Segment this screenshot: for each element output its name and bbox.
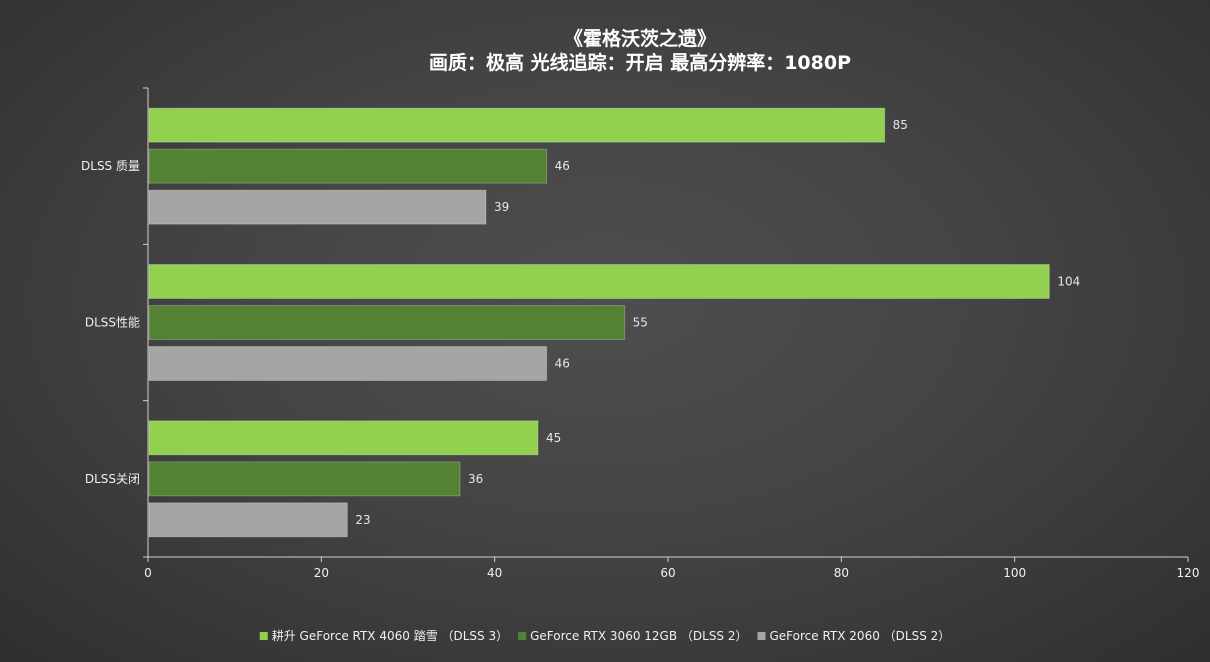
- data-label: 104: [1057, 275, 1080, 289]
- x-tick-label: 40: [487, 566, 502, 580]
- data-label: 46: [555, 357, 570, 371]
- category-label: DLSS 质量: [81, 159, 140, 173]
- bar: [148, 264, 1050, 299]
- data-label: 23: [355, 513, 370, 527]
- bar: [148, 502, 348, 538]
- bar: [148, 346, 548, 381]
- category-label: DLSS性能: [85, 316, 140, 330]
- data-label: 45: [546, 431, 561, 445]
- plot-area: DLSS 质量 85 46 39 DLSS性能 104 55 46 DLSS关闭 45 36 23 0 2…: [81, 87, 1200, 580]
- x-tick-label: 20: [314, 566, 329, 580]
- bar: [148, 305, 626, 340]
- legend: 耕升 GeForce RTX 4060 踏雪 （DLSS 3） GeForce R…: [259, 628, 951, 643]
- bar: [148, 148, 548, 184]
- data-label: 39: [494, 200, 509, 214]
- chart-title: 《霍格沃茨之遗》: [564, 27, 716, 50]
- legend-swatch: [259, 632, 268, 640]
- legend-item-label: GeForce RTX 3060 12GB （DLSS 2）: [530, 629, 747, 643]
- bar: [148, 461, 461, 497]
- x-tick-label: 120: [1177, 566, 1200, 580]
- bar: [148, 107, 886, 143]
- legend-item-label: 耕升 GeForce RTX 4060 踏雪 （DLSS 3）: [272, 628, 508, 643]
- legend-item-label: GeForce RTX 2060 （DLSS 2）: [770, 629, 951, 643]
- data-label: 55: [633, 316, 648, 330]
- data-label: 46: [555, 159, 570, 173]
- data-label: 36: [468, 472, 483, 486]
- category-label: DLSS关闭: [85, 472, 140, 486]
- x-tick-label: 0: [144, 566, 152, 580]
- x-tick-label: 80: [834, 566, 849, 580]
- x-tick-label: 60: [660, 566, 675, 580]
- x-tick-label: 100: [1003, 566, 1026, 580]
- chart-subtitle: 画质：极高 光线追踪：开启 最高分辨率：1080P: [429, 51, 851, 74]
- legend-swatch: [757, 632, 766, 640]
- data-label: 85: [893, 118, 908, 132]
- bar: [148, 189, 487, 225]
- legend-swatch: [518, 632, 527, 640]
- bar: [148, 420, 539, 456]
